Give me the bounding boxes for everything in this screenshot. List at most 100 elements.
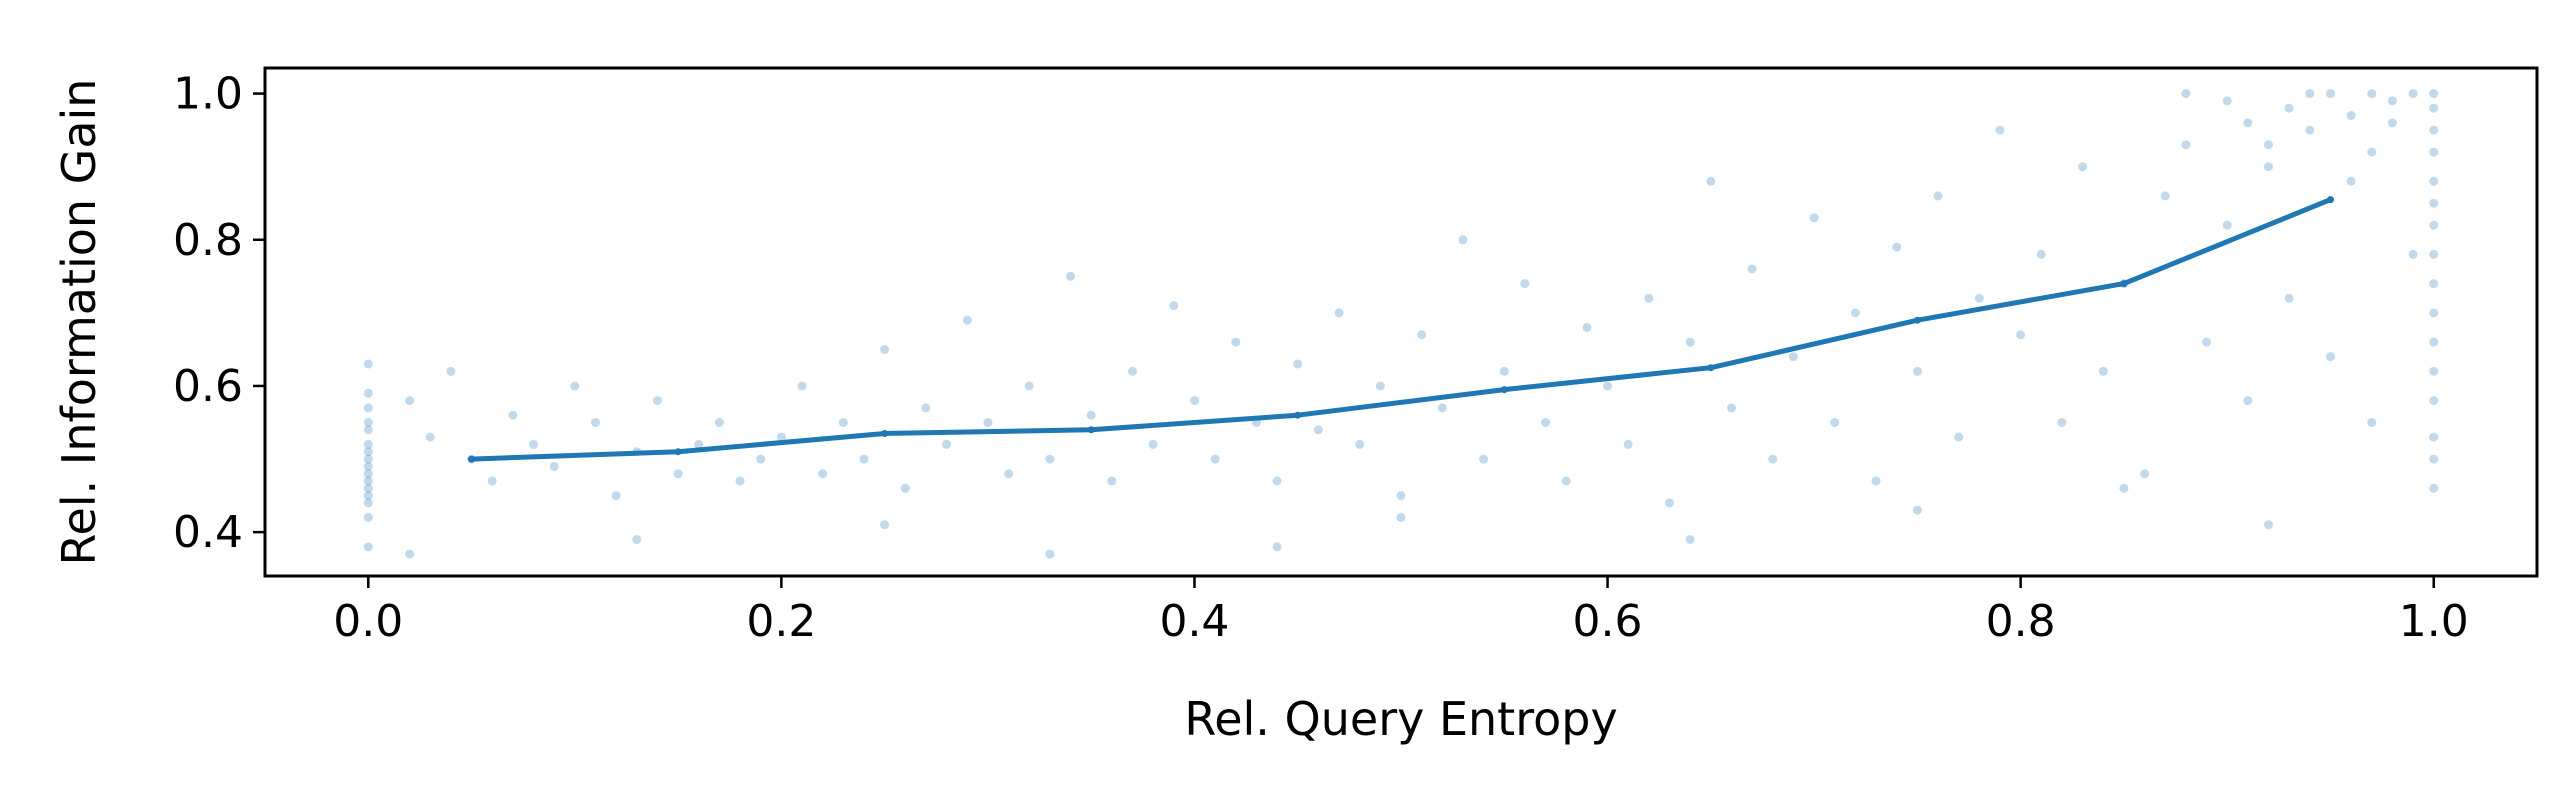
scatter-point xyxy=(2098,366,2108,376)
scatter-point xyxy=(2326,352,2335,362)
scatter-point xyxy=(363,388,373,398)
scatter-point xyxy=(1809,213,1819,223)
scatter-point xyxy=(363,513,373,522)
scatter-point xyxy=(1850,308,1860,318)
scatter-point xyxy=(2408,89,2418,99)
scatter-point xyxy=(508,410,518,420)
scatter-point xyxy=(1644,293,1654,303)
scatter-point xyxy=(880,344,890,354)
line-point xyxy=(881,430,889,437)
scatter-point xyxy=(2016,330,2026,340)
scatter-point xyxy=(2284,103,2294,113)
scatter-point xyxy=(1974,293,1984,303)
y-tick-label: 0.4 xyxy=(173,507,243,558)
scatter-point xyxy=(363,425,373,435)
scatter-point xyxy=(2429,308,2439,318)
scatter-point xyxy=(1685,535,1695,544)
line-series xyxy=(471,197,2332,462)
line-point xyxy=(2120,280,2128,288)
scatter-point xyxy=(880,520,890,530)
scatter-point xyxy=(1169,301,1179,311)
scatter-point xyxy=(591,418,600,427)
scatter-point xyxy=(363,483,373,493)
scatter-point xyxy=(1272,476,1282,486)
scatter-point xyxy=(2078,162,2088,172)
scatter-point xyxy=(818,469,828,479)
scatter-point xyxy=(363,476,373,486)
scatter-point xyxy=(2140,469,2150,479)
scatter-point xyxy=(1561,476,1571,486)
scatter-point xyxy=(2346,176,2356,186)
line-point xyxy=(468,455,475,463)
scatter-point xyxy=(2429,249,2439,259)
scatter-point xyxy=(2367,89,2377,99)
scatter-point xyxy=(1933,191,1943,201)
scatter-point xyxy=(2387,118,2397,128)
scatter-point xyxy=(2222,96,2232,106)
y-tick-label: 0.8 xyxy=(173,215,243,266)
scatter-point xyxy=(776,432,786,442)
scatter-point xyxy=(1190,396,1199,406)
scatter-point xyxy=(363,542,373,552)
scatter-point xyxy=(363,403,373,413)
scatter-point xyxy=(2429,125,2439,135)
x-tick-label: 0.8 xyxy=(1986,596,2056,647)
scatter-point xyxy=(363,491,373,501)
y-tick-label: 0.6 xyxy=(173,361,243,412)
scatter-point xyxy=(405,396,415,406)
scatter-point xyxy=(2264,520,2273,530)
scatter-point xyxy=(1334,308,1344,318)
scatter-point xyxy=(1520,279,1530,289)
scatter-point xyxy=(2222,220,2232,230)
scatter-point xyxy=(1892,242,1902,252)
scatter-point xyxy=(1396,513,1406,522)
scatter-point xyxy=(363,498,373,508)
scatter-point xyxy=(2429,220,2439,230)
scatter-point xyxy=(1541,418,1551,427)
scatter-point xyxy=(2264,162,2273,172)
scatter-point xyxy=(735,476,745,486)
scatter-point xyxy=(1727,403,1736,413)
scatter-point xyxy=(962,315,972,325)
scatter-point xyxy=(1045,549,1055,559)
scatter-point xyxy=(2429,89,2439,99)
scatter-point xyxy=(1355,439,1365,449)
scatter-point xyxy=(1871,476,1881,486)
scatter-point xyxy=(1706,176,1716,186)
scatter-points xyxy=(363,89,2439,559)
plot-frame xyxy=(263,66,2539,578)
scatter-point xyxy=(1107,476,1117,486)
scatter-point xyxy=(2181,89,2191,99)
scatter-point xyxy=(2429,396,2439,406)
scatter-point xyxy=(2367,418,2377,427)
scatter-point xyxy=(2387,96,2397,106)
scatter-point xyxy=(2181,140,2191,150)
scatter-point xyxy=(1479,454,1489,464)
scatter-point xyxy=(1086,410,1096,420)
scatter-point xyxy=(446,366,456,376)
scatter-point xyxy=(425,432,435,442)
scatter-point xyxy=(2160,191,2170,201)
x-axis-label: Rel. Query Entropy xyxy=(1184,692,1617,746)
x-tick-label: 0.0 xyxy=(333,596,403,647)
scatter-point xyxy=(694,439,704,449)
scatter-point xyxy=(2346,111,2356,120)
x-tick-label: 1.0 xyxy=(2399,596,2469,647)
scatter-point xyxy=(797,381,807,391)
scatter-point xyxy=(1912,505,1922,515)
scatter-point xyxy=(1788,352,1798,362)
scatter-point xyxy=(1499,366,1509,376)
scatter-point xyxy=(2305,125,2315,135)
scatter-point xyxy=(2429,279,2439,289)
scatter-point xyxy=(900,483,910,493)
scatter-point xyxy=(632,535,642,544)
scatter-point xyxy=(2057,418,2067,427)
x-axis: 0.0 0.2 0.4 0.6 0.8 1.0 xyxy=(333,576,2469,647)
scatter-point xyxy=(1417,330,1427,340)
scatter-point xyxy=(2367,147,2377,157)
scatter-point xyxy=(2036,249,2046,259)
scatter-point xyxy=(2429,454,2439,464)
scatter-point xyxy=(2429,366,2439,376)
scatter-point xyxy=(363,418,373,427)
x-tick-label: 0.4 xyxy=(1159,596,1229,647)
